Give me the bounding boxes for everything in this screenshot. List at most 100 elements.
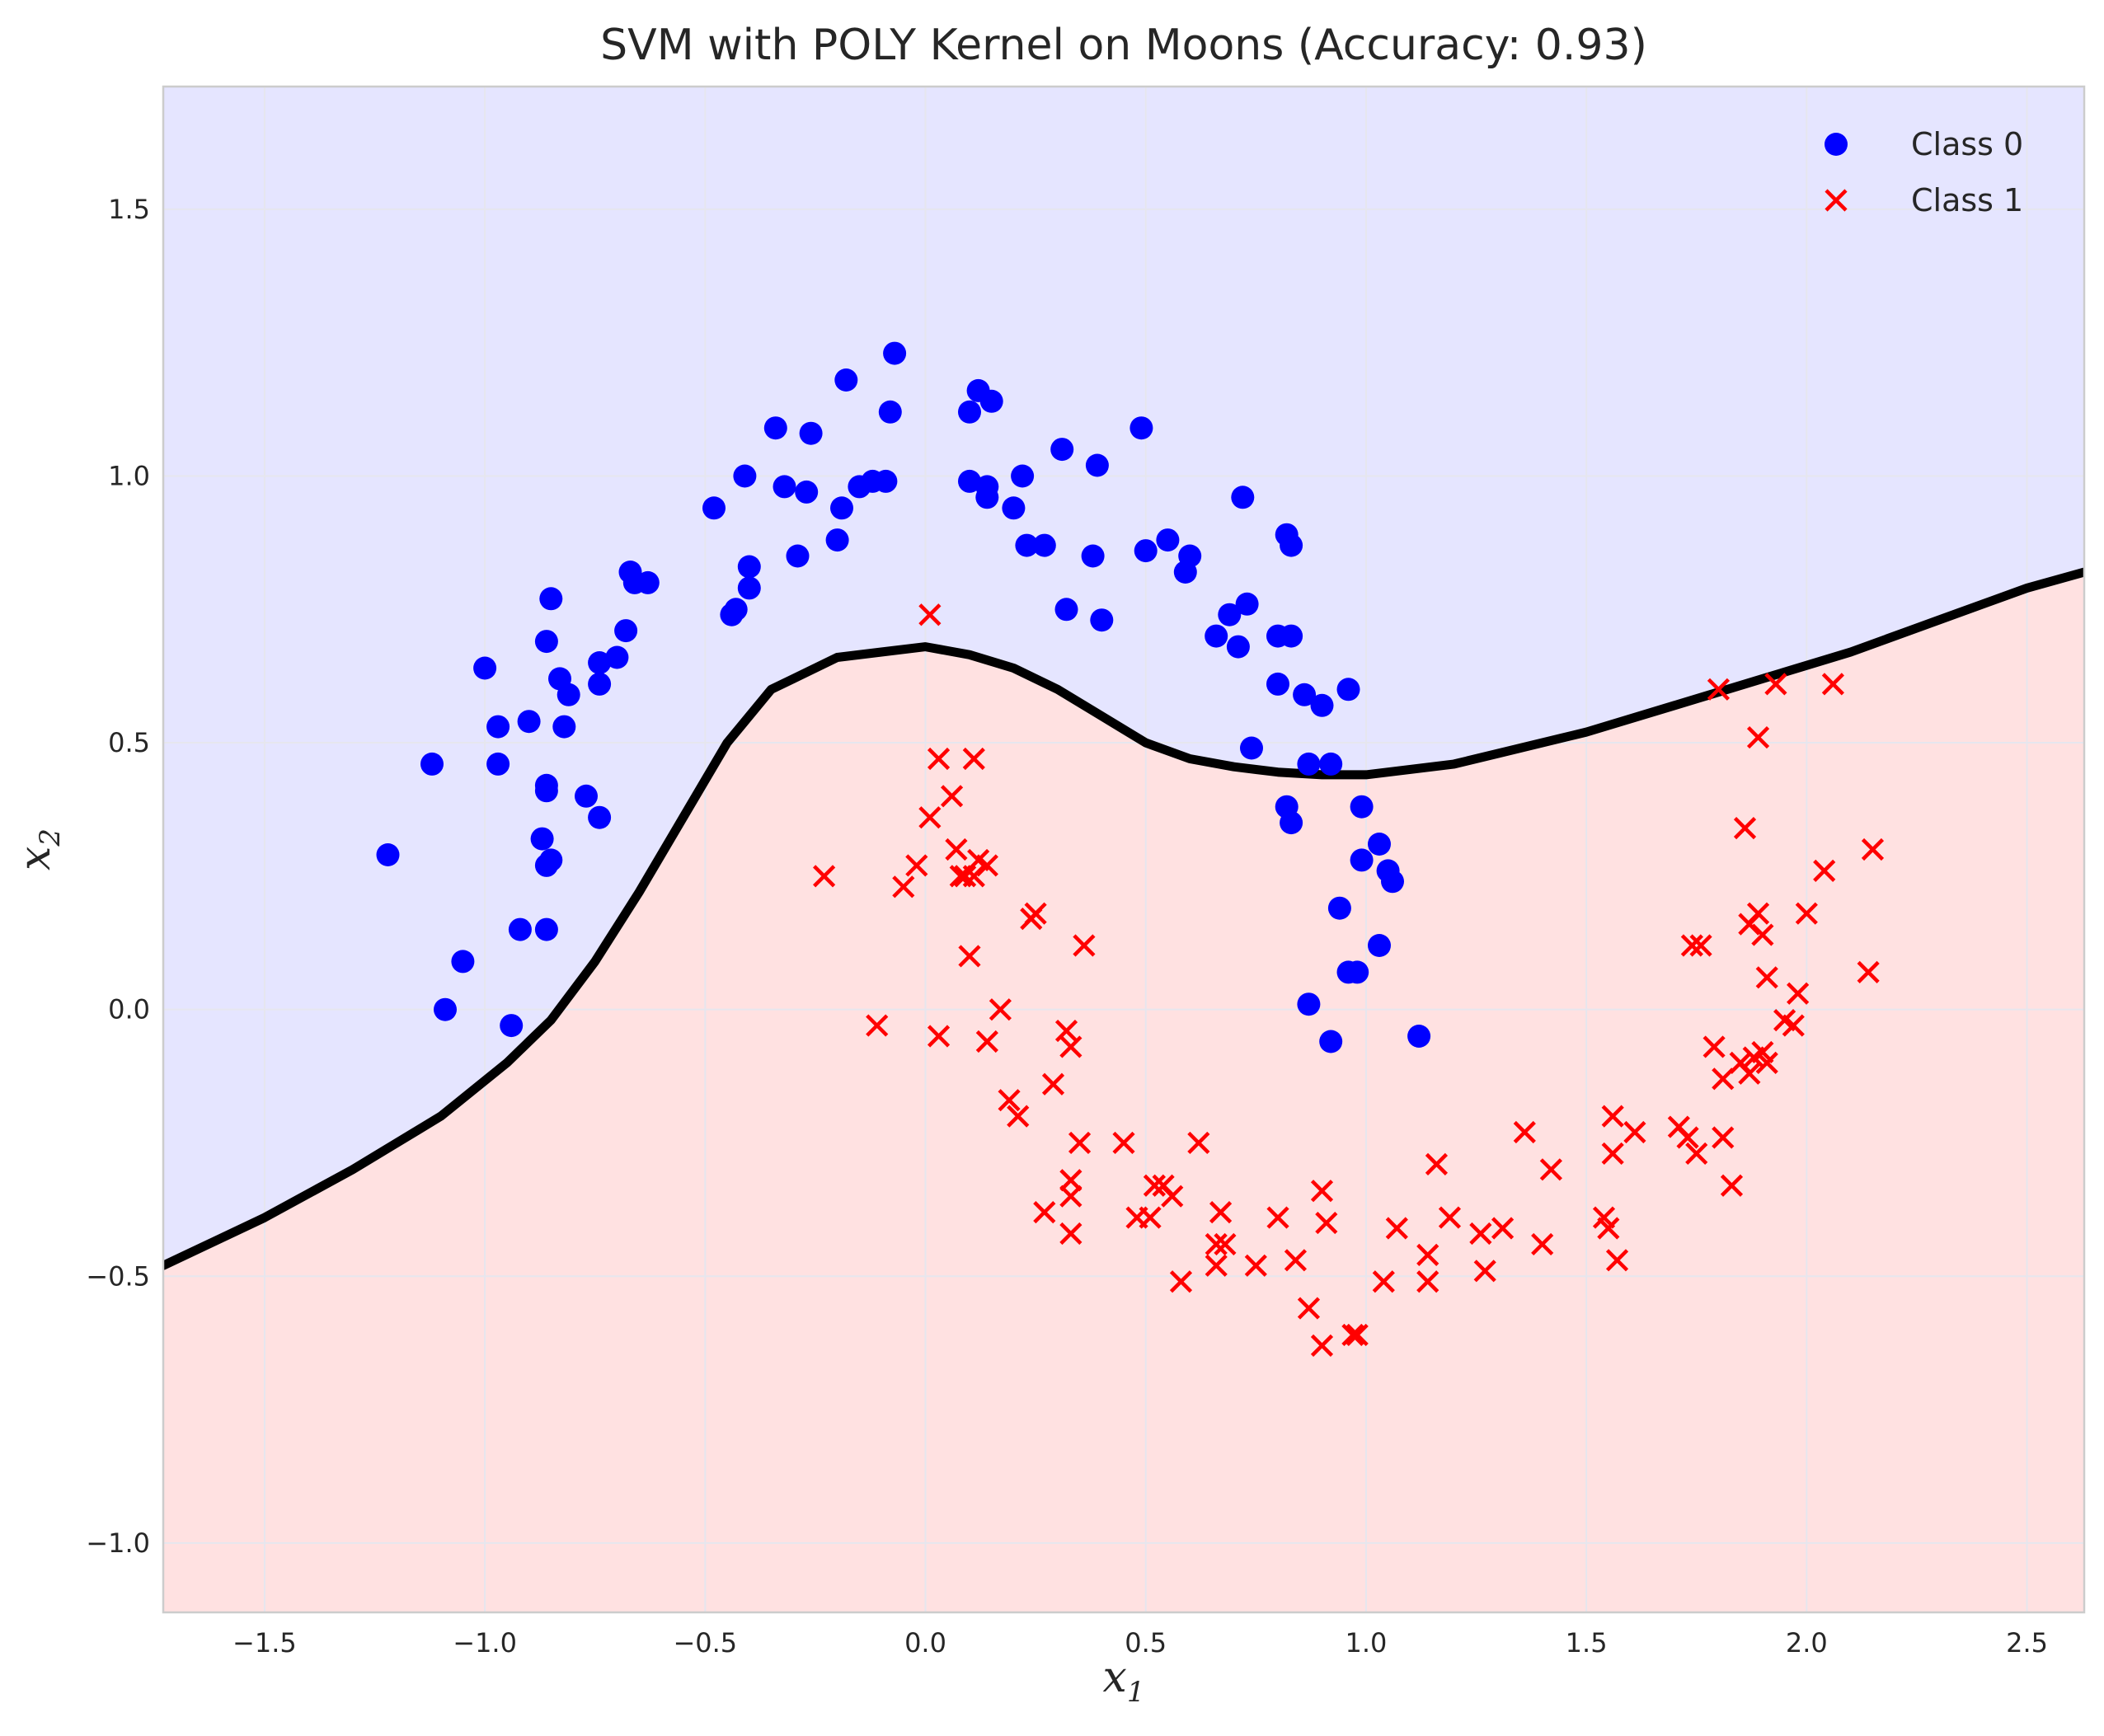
class-1-point	[1751, 923, 1774, 946]
class-0-point	[1134, 539, 1158, 563]
class-1-point	[1425, 1152, 1449, 1175]
class-1-point	[1513, 1120, 1536, 1144]
class-1-point	[1297, 1297, 1321, 1320]
class-1-point	[1813, 859, 1836, 882]
class-0-point	[1235, 592, 1259, 616]
class-0-point	[1266, 672, 1289, 696]
class-1-point	[1720, 1174, 1744, 1197]
class-0-point	[1280, 533, 1303, 557]
class-0-point	[958, 400, 981, 424]
x-tick-label: −0.5	[673, 1627, 737, 1659]
class-0-point	[874, 469, 898, 493]
class-1-point	[954, 865, 977, 888]
class-0-point	[1011, 464, 1035, 488]
class-0-point	[825, 528, 849, 552]
class-0-point	[795, 480, 819, 504]
class-1-point	[989, 998, 1012, 1021]
class-0-point	[1310, 693, 1334, 717]
class-0-point	[1350, 848, 1374, 872]
class-0-point	[830, 496, 853, 520]
class-1-point	[1601, 1105, 1624, 1128]
class-1-point	[1187, 1131, 1210, 1155]
class-0-point	[1381, 870, 1404, 894]
class-0-point	[1319, 752, 1343, 776]
class-1-point	[1857, 960, 1880, 983]
class-0-point	[883, 341, 907, 365]
class-0-point	[588, 651, 612, 674]
legend: Class 0 Class 1	[1825, 126, 2023, 218]
class-0-point	[1368, 833, 1391, 856]
class-0-point	[702, 496, 726, 520]
class-0-point	[1050, 438, 1074, 462]
class-1-point	[1707, 678, 1731, 701]
class-0-point	[1327, 896, 1351, 920]
class-1-point	[1787, 982, 1810, 1005]
class-1-point	[1712, 1067, 1735, 1091]
class-0-point	[1336, 678, 1360, 701]
x-tick-label: 1.0	[1345, 1627, 1387, 1659]
class-1-point	[1310, 1334, 1334, 1357]
class-1-point	[940, 785, 964, 808]
class-0-point	[1350, 795, 1374, 819]
class-0-point	[376, 843, 400, 866]
class-1-point	[1702, 1035, 1726, 1058]
y-tick-label: 1.0	[108, 460, 150, 491]
class-1-point	[1073, 934, 1096, 957]
class-1-point	[1112, 1131, 1135, 1155]
class-0-points	[376, 341, 1431, 1053]
decision-boundary-line	[163, 567, 2084, 1270]
class-0-point	[737, 576, 761, 600]
class-1-point	[866, 1014, 889, 1037]
class-0-point	[1226, 635, 1250, 659]
class-0-point	[500, 1014, 524, 1038]
class-0-point	[1090, 608, 1114, 632]
class-1-point	[1733, 817, 1757, 840]
plot-frame	[162, 85, 2086, 1614]
class-1-point	[1244, 1254, 1267, 1277]
class-1-point	[927, 747, 951, 771]
legend-label-class-1: Class 1	[1911, 182, 2023, 218]
class-0-point	[1346, 960, 1369, 984]
class-0-point	[773, 475, 796, 499]
class-1-point	[1033, 1201, 1056, 1224]
class-0-point	[530, 827, 554, 851]
class-0-point	[534, 773, 558, 797]
class-1-point	[958, 945, 981, 968]
x-tick-labels: −1.5 −1.0 −0.5 0.0 0.5 1.0 1.5 2.0 2.5	[232, 1627, 2048, 1659]
class-1-point	[1059, 1035, 1083, 1058]
class-1-point	[1531, 1232, 1554, 1256]
class-1-point	[1054, 1019, 1078, 1043]
class-1-point	[927, 1025, 951, 1048]
legend-marker-class-1	[1825, 189, 1848, 212]
class-1-point	[1738, 1062, 1761, 1085]
class-1-point	[1385, 1217, 1408, 1240]
class-1-point	[1024, 902, 1047, 925]
y-tick-label: 0.5	[108, 727, 150, 758]
class-1-point	[1746, 902, 1770, 925]
class-0-point	[420, 752, 444, 776]
class-1-point	[1782, 1014, 1805, 1037]
y-axis-label: x2	[11, 828, 67, 870]
class-1-point	[905, 854, 928, 877]
class-1-point	[1712, 1126, 1735, 1149]
class-0-point	[834, 368, 858, 392]
class-0-point	[557, 683, 580, 706]
class-0-point	[539, 587, 563, 611]
legend-marker-class-1-glyph	[1825, 189, 1848, 212]
class-0-point	[1368, 934, 1391, 957]
class-0-point	[1319, 1030, 1343, 1053]
class-1-point	[1205, 1254, 1228, 1277]
class-0-point	[1015, 533, 1039, 557]
x-tick-label: −1.0	[453, 1627, 517, 1659]
class-0-point	[486, 752, 510, 776]
class-1-point	[1680, 934, 1703, 957]
class-0-point	[1178, 544, 1202, 568]
class-0-point	[1280, 811, 1303, 835]
class-1-point	[975, 854, 998, 877]
class-0-point	[737, 555, 761, 579]
class-0-point	[575, 784, 598, 808]
class-1-point	[1623, 1120, 1646, 1144]
x-tick-label: 1.5	[1566, 1627, 1608, 1659]
class-1-point	[1685, 1142, 1708, 1166]
class-0-point	[763, 416, 787, 440]
